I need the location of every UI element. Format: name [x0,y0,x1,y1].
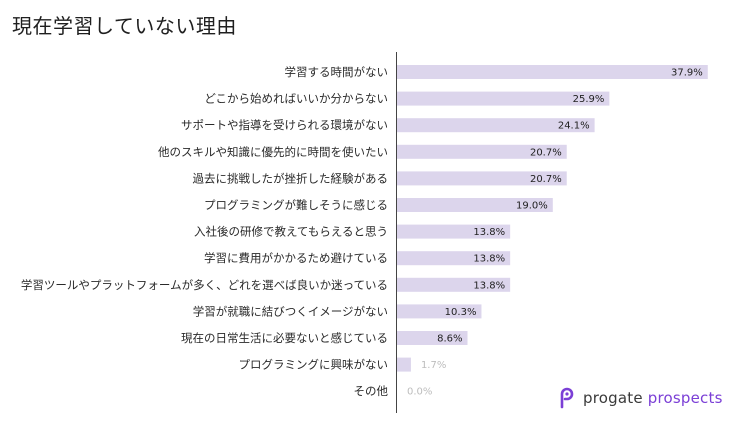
category-label: どこから始めればいいか分からない [204,92,388,106]
value-label: 25.9% [573,94,605,105]
chart-title: 現在学習していない理由 [12,14,237,38]
category-label: 学習が就職に結びつくイメージがない [193,304,388,318]
bar [397,118,595,133]
category-label: その他 [354,384,389,398]
value-label: 24.1% [558,121,590,132]
brand-name: progate prospects [583,389,723,407]
brand-word-progate: progate [583,389,643,407]
progate-logo-icon [560,387,574,409]
value-label: 19.0% [516,201,548,212]
category-label: プログラミングが難しそうに感じる [204,198,388,212]
bar [397,331,468,345]
bar [397,224,511,239]
value-label: 1.7% [421,360,446,371]
brand-word-prospects: prospects [647,389,723,407]
category-label: 入社後の研修で教えてもらえると思う [194,225,388,239]
bar [397,144,567,159]
category-label: 学習に費用がかかるため避けている [204,251,388,265]
bar [397,65,708,79]
value-label: 8.6% [437,334,462,345]
value-label: 10.3% [445,307,477,318]
bar [397,304,482,319]
value-label: 0.0% [407,387,432,398]
value-label: 20.7% [530,174,562,185]
category-label: サポートや指導を受けられる環境がない [181,118,388,132]
bar [397,277,511,292]
category-label: 学習する時間がない [285,65,389,79]
bar [397,91,610,106]
bar [397,171,567,186]
category-label: 他のスキルや知識に優先的に時間を使いたい [158,145,388,159]
bar [397,251,511,266]
value-label: 20.7% [530,147,562,158]
brand-logo: progate prospects [557,385,723,411]
category-label: 学習ツールやプラットフォームが多く、どれを選べば良いか迷っている [21,278,388,292]
category-label: 現在の日常生活に必要ないと感じている [181,331,388,345]
category-label: 過去に挑戦したが挫折した経験がある [193,171,389,185]
value-label: 13.8% [473,254,505,265]
category-label: プログラミングに興味がない [239,358,389,372]
bar [397,198,553,212]
value-label: 37.9% [671,68,703,79]
bar [397,357,411,372]
value-label: 13.8% [473,227,505,238]
value-label: 13.8% [473,280,505,291]
